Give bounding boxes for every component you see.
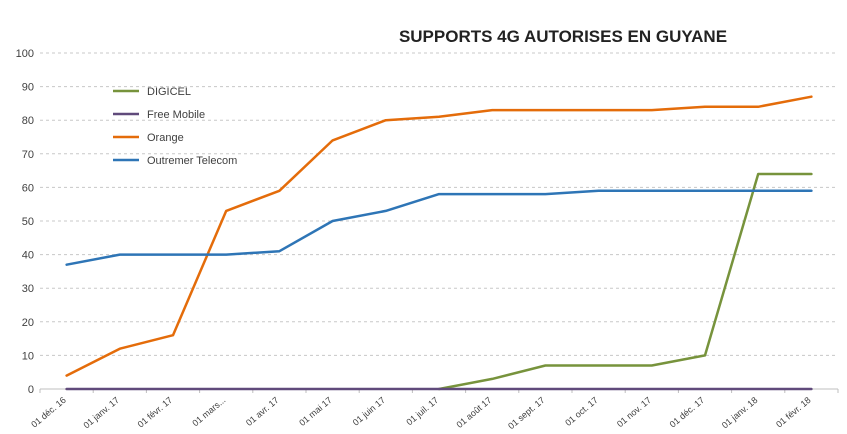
y-tick-label: 0 bbox=[28, 384, 34, 396]
legend-label-digicel: DIGICEL bbox=[147, 86, 191, 98]
y-tick-label: 80 bbox=[22, 115, 34, 127]
chart-title: SUPPORTS 4G AUTORISES EN GUYANE bbox=[399, 27, 727, 46]
x-tick-label: 01 févr. 18 bbox=[774, 395, 813, 430]
y-tick-label: 10 bbox=[22, 350, 34, 362]
x-tick-label: 01 févr. 17 bbox=[136, 395, 175, 430]
y-tick-label: 30 bbox=[22, 283, 34, 295]
x-tick-label: 01 oct. 17 bbox=[563, 395, 600, 428]
series-line-outremer-telecom bbox=[65, 189, 813, 266]
legend-label-outremer-telecom: Outremer Telecom bbox=[147, 155, 237, 167]
x-tick-label: 01 mars... bbox=[190, 395, 227, 428]
y-tick-label: 40 bbox=[22, 250, 34, 262]
x-tick-label: 01 nov. 17 bbox=[615, 395, 653, 429]
x-tick-label: 01 janv. 17 bbox=[81, 395, 121, 431]
x-tick-label: 01 janv. 18 bbox=[720, 395, 760, 431]
series-line-digicel bbox=[437, 172, 813, 391]
axes: 0 10 20 30 40 50 60 70 80 90 100 01 déc. 16 01 janv.… bbox=[16, 48, 839, 431]
series-line-orange bbox=[65, 95, 813, 377]
legend: DIGICEL Free Mobile Orange Outremer Telecom bbox=[113, 86, 237, 167]
x-tick-label: 01 mai 17 bbox=[297, 395, 334, 428]
x-tick-label: 01 août 17 bbox=[454, 395, 493, 430]
y-tick-label: 20 bbox=[22, 317, 34, 329]
legend-label-free-mobile: Free Mobile bbox=[147, 109, 205, 121]
y-tick-label: 60 bbox=[22, 182, 34, 194]
legend-label-orange: Orange bbox=[147, 132, 184, 144]
series-lines bbox=[65, 95, 813, 391]
x-tick-label: 01 déc. 17 bbox=[668, 395, 707, 430]
x-tick-label: 01 sept. 17 bbox=[506, 395, 547, 431]
x-tick-label: 01 juin 17 bbox=[351, 395, 387, 428]
y-tick-label: 70 bbox=[22, 149, 34, 161]
x-tick-label: 01 juil. 17 bbox=[404, 395, 440, 427]
x-tick-label: 01 déc. 16 bbox=[29, 395, 68, 430]
x-tick-label: 01 avr. 17 bbox=[244, 395, 281, 428]
y-tick-label: 100 bbox=[16, 48, 34, 60]
y-tick-label: 50 bbox=[22, 216, 34, 228]
y-tick-label: 90 bbox=[22, 82, 34, 94]
